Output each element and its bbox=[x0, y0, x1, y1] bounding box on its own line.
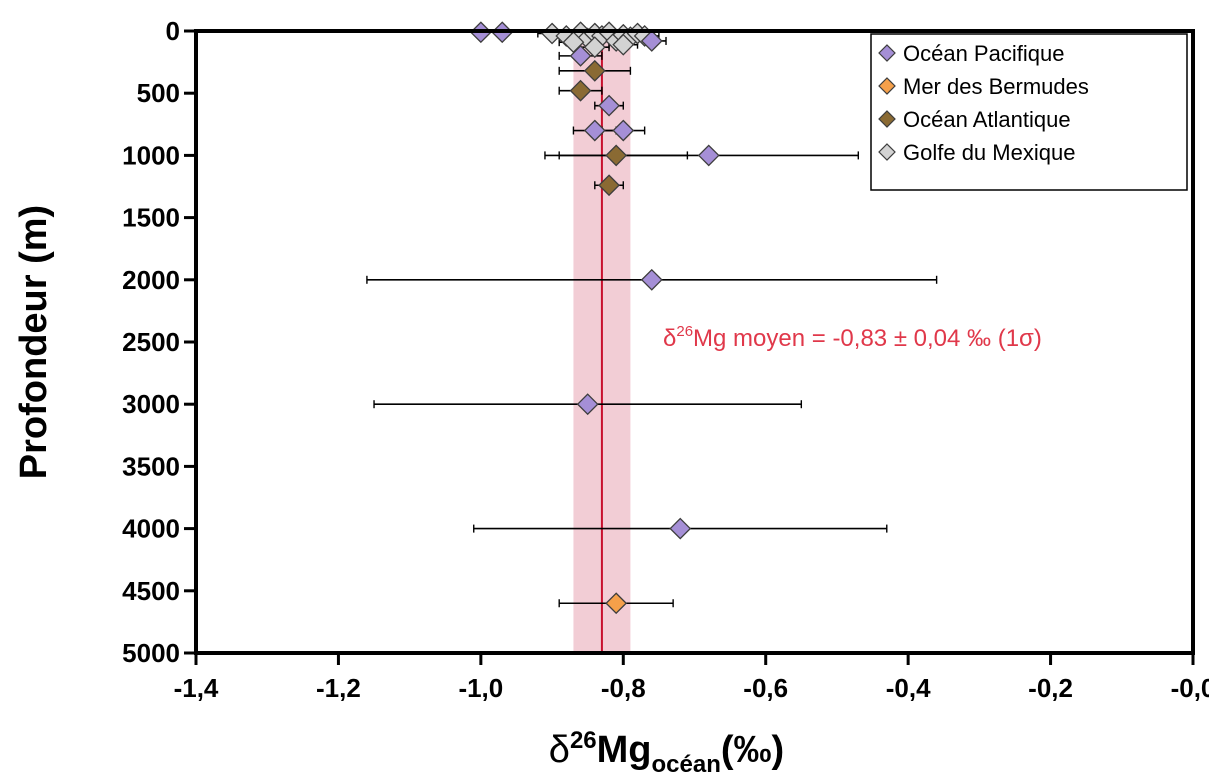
data-point bbox=[583, 119, 606, 142]
error-bars bbox=[366, 28, 938, 608]
legend-label: Océan Pacifique bbox=[903, 41, 1064, 66]
x-tick-label: -0,2 bbox=[1028, 673, 1073, 703]
data-point bbox=[598, 174, 620, 197]
mean-annotation-delta: δ bbox=[663, 325, 676, 352]
data-point bbox=[605, 592, 628, 615]
data-point bbox=[669, 517, 692, 540]
x-axis-title-mg: Mg bbox=[597, 729, 652, 771]
x-tick-label: -1,0 bbox=[458, 673, 503, 703]
data-point bbox=[640, 268, 663, 291]
legend-box bbox=[870, 33, 1188, 191]
data-point bbox=[697, 144, 720, 167]
y-tick-label: 2500 bbox=[122, 327, 180, 357]
legend: Océan Pacifique Mer des Bermudes Océan Atl… bbox=[870, 33, 1188, 191]
legend-label: Golfe du Mexique bbox=[903, 140, 1075, 165]
data-point bbox=[605, 144, 628, 167]
y-tick-label: 1500 bbox=[122, 203, 180, 233]
x-axis-title-sub: océan bbox=[652, 751, 721, 778]
data-point bbox=[576, 393, 599, 416]
y-tick-label: 4000 bbox=[122, 514, 180, 544]
data-point bbox=[612, 119, 635, 142]
x-tick-label: -0,0 bbox=[1171, 673, 1209, 703]
data-point bbox=[583, 59, 606, 82]
data-point bbox=[640, 30, 663, 52]
y-axis: 0 500 1000 1500 2000 2500 3000 3500 4000 4500 5000 bbox=[122, 16, 196, 668]
data-point bbox=[569, 79, 592, 102]
y-tick-label: 3500 bbox=[122, 451, 180, 481]
x-tick-label: -0,6 bbox=[743, 673, 788, 703]
x-tick-label: -0,4 bbox=[886, 673, 931, 703]
legend-marker bbox=[878, 77, 896, 95]
x-tick-label: -1,4 bbox=[174, 673, 219, 703]
y-tick-label: 500 bbox=[137, 78, 180, 108]
x-axis-title-unit: (‰) bbox=[721, 729, 784, 771]
x-tick-label: -0,8 bbox=[601, 673, 646, 703]
y-axis-title: Profondeur (m) bbox=[13, 205, 55, 479]
x-axis-title-delta: δ bbox=[549, 729, 570, 771]
y-tick-label: 2000 bbox=[122, 265, 180, 295]
data-point bbox=[598, 94, 620, 117]
legend-marker bbox=[878, 110, 896, 128]
data-markers bbox=[469, 21, 720, 615]
y-tick-label: 4500 bbox=[122, 576, 180, 606]
x-axis: -1,4 -1,2 -1,0 -0,8 -0,6 -0,4 -0,2 -0,0 bbox=[174, 653, 1209, 703]
y-tick-label: 3000 bbox=[122, 389, 180, 419]
mean-annotation-sup: 26 bbox=[676, 323, 693, 340]
data-point bbox=[583, 36, 606, 59]
x-tick-label: -1,2 bbox=[316, 673, 361, 703]
mean-annotation: δ26Mg moyen = -0,83 ± 0,04 ‰ (1σ) bbox=[663, 323, 1042, 352]
legend-marker bbox=[878, 143, 896, 161]
y-tick-label: 5000 bbox=[122, 638, 180, 668]
legend-marker bbox=[878, 44, 896, 62]
data-point bbox=[569, 44, 592, 67]
x-axis-title-sup: 26 bbox=[570, 727, 597, 754]
x-axis-title: δ26Mgocéan(‰) bbox=[549, 727, 784, 778]
legend-label: Océan Atlantique bbox=[903, 107, 1071, 132]
mean-annotation-rest: Mg moyen = -0,83 ± 0,04 ‰ (1σ) bbox=[693, 325, 1042, 352]
data-point bbox=[612, 33, 635, 56]
y-tick-label: 0 bbox=[166, 16, 180, 46]
legend-label: Mer des Bermudes bbox=[903, 74, 1089, 99]
y-tick-label: 1000 bbox=[122, 140, 180, 170]
